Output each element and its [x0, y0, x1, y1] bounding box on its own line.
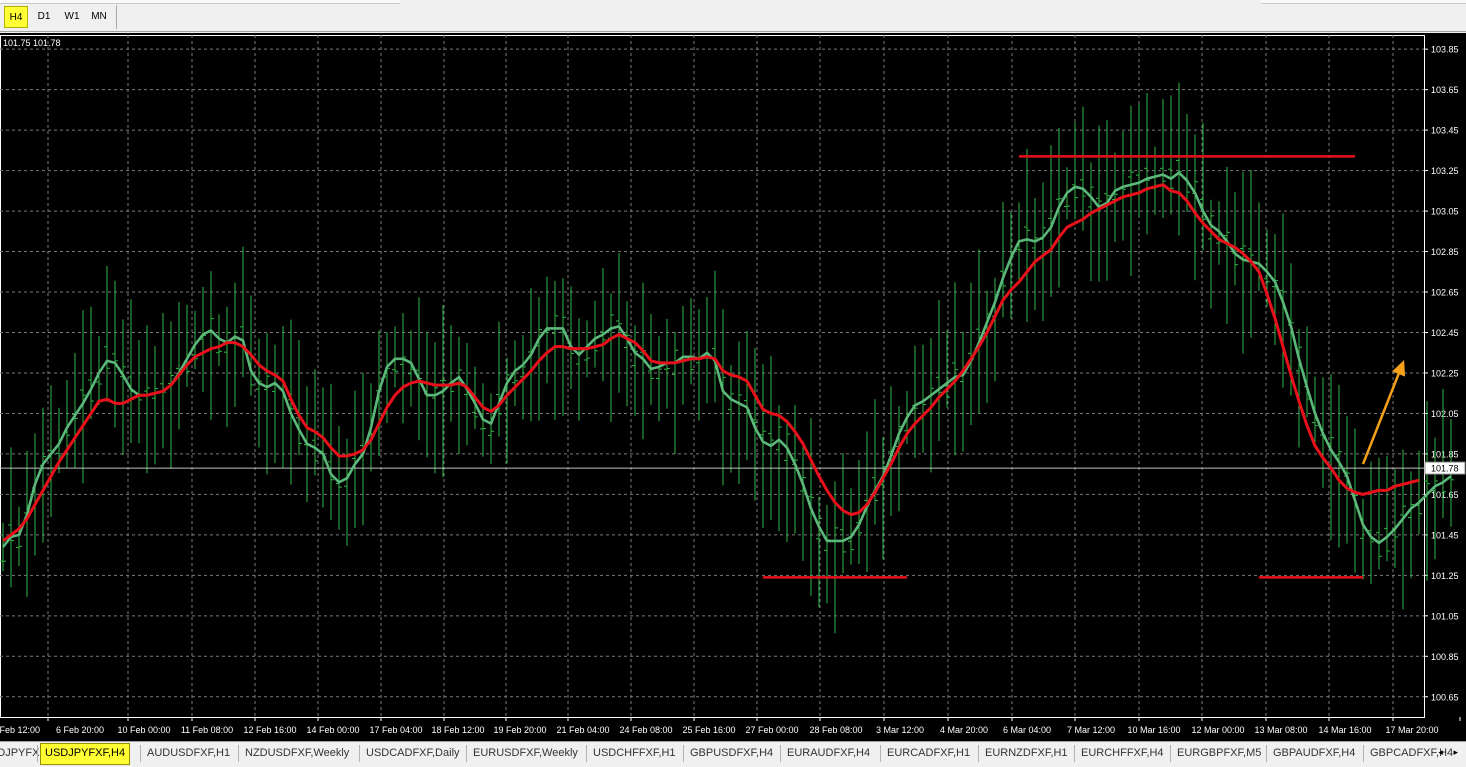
- timeframe-button-h4[interactable]: H4: [4, 6, 28, 28]
- x-tick-label: 10 Feb 00:00: [117, 725, 170, 735]
- y-tick-label: 101.05: [1431, 611, 1459, 621]
- x-tick-label: 7 Mar 12:00: [1067, 725, 1115, 735]
- scroll-right-icon[interactable]: ▸: [1453, 747, 1458, 757]
- symbol-tab-eurnzdfxf-h1[interactable]: EURNZDFXF,H1: [985, 747, 1068, 759]
- y-tick-label: 102.85: [1431, 247, 1459, 257]
- current-price-label: 101.78: [1431, 464, 1459, 474]
- y-tick-label: 102.65: [1431, 288, 1459, 298]
- y-tick-label: 100.65: [1431, 692, 1459, 702]
- tab-separator: [37, 745, 38, 762]
- x-tick-label: 17 Mar 20:00: [1385, 725, 1438, 735]
- timeframe-button-mn[interactable]: MN: [91, 11, 107, 22]
- scroll-left-icon[interactable]: ◂: [1438, 747, 1443, 757]
- y-tick-label: 100.85: [1431, 652, 1459, 662]
- x-tick-label: 18 Feb 12:00: [431, 725, 484, 735]
- x-tick-label: 4 Mar 20:00: [940, 725, 988, 735]
- toolbar-strip-left: [0, 0, 400, 4]
- fast-ma-line: [1, 171, 1452, 548]
- symbol-tab-euraudfxf-h4[interactable]: EURAUDFXF,H4: [787, 747, 871, 759]
- y-tick-label: 103.05: [1431, 207, 1459, 217]
- plot-border: [0, 35, 1425, 718]
- tab-separator: [238, 745, 239, 762]
- x-tick-label: 13 Mar 08:00: [1254, 725, 1307, 735]
- tab-separator: [1266, 745, 1267, 762]
- symbol-tab-gbpaudfxf-h4[interactable]: GBPAUDFXF,H4: [1273, 747, 1356, 759]
- x-tick-label: 14 Feb 00:00: [306, 725, 359, 735]
- x-tick-label: 17 Feb 04:00: [369, 725, 422, 735]
- slow-ma-line: [2, 183, 1420, 543]
- y-tick-label: 102.25: [1431, 368, 1459, 378]
- y-tick-label: 101.85: [1431, 449, 1459, 459]
- symbol-tab-nzdusdfxf-weekly[interactable]: NZDUSDFXF,Weekly: [245, 747, 350, 759]
- timeframe-button-w1[interactable]: W1: [64, 11, 80, 22]
- drawn-arrow: [1361, 362, 1405, 465]
- symbol-tab-gbpusdfxf-h4[interactable]: GBPUSDFXF,H4: [690, 747, 774, 759]
- x-tick-label: 25 Feb 16:00: [682, 725, 735, 735]
- tab-separator: [466, 745, 467, 762]
- x-tick-label: 24 Feb 08:00: [619, 725, 672, 735]
- arrow-head-icon: [1392, 360, 1406, 377]
- symbol-tab-gbpcadfxf-h4[interactable]: GBPCADFXF,H4: [1370, 747, 1454, 759]
- tab-separator: [140, 745, 141, 762]
- symbol-tab-usdcadfxf-daily[interactable]: USDCADFXF,Daily: [366, 747, 460, 759]
- tab-separator: [1074, 745, 1075, 762]
- y-tick-label: 101.45: [1431, 530, 1459, 540]
- symbol-tab-eurgbpfxf-m5[interactable]: EURGBPFXF,M5: [1177, 747, 1262, 759]
- symbol-tab-bar: AUDJPYFXF,H4USDJPYFXF,H4AUDUSDFXF,H1NZDU…: [0, 741, 1466, 767]
- tab-separator: [1363, 745, 1364, 762]
- tab-scroll-arrows: ◂ ▸: [1430, 747, 1458, 758]
- x-tick-label: 12 Feb 16:00: [243, 725, 296, 735]
- y-tick-label: 103.45: [1431, 126, 1459, 136]
- tab-separator: [880, 745, 881, 762]
- x-tick-label: 14 Mar 16:00: [1318, 725, 1371, 735]
- symbol-tab-eurchffxf-h4[interactable]: EURCHFFXF,H4: [1081, 747, 1164, 759]
- symbol-tab-usdchffxf-h1[interactable]: USDCHFFXF,H1: [593, 747, 676, 759]
- y-tick-label: 101.25: [1431, 571, 1459, 581]
- y-tick-label: 101.65: [1431, 490, 1459, 500]
- symbol-tab-usdjpyfxf-h4[interactable]: USDJPYFXF,H4: [40, 743, 131, 765]
- y-tick-label: 103.85: [1431, 45, 1459, 55]
- x-tick-label: 6 Feb 20:00: [56, 725, 104, 735]
- y-tick-label: 102.45: [1431, 328, 1459, 338]
- x-tick-label: 3 Mar 12:00: [876, 725, 924, 735]
- tab-separator: [683, 745, 684, 762]
- x-tick-label: 12 Mar 00:00: [1191, 725, 1244, 735]
- x-tick-label: 28 Feb 08:00: [809, 725, 862, 735]
- chart-area[interactable]: 103.85 103.65 103.45 103.25 103.05 102.85 102.…: [0, 33, 1466, 741]
- timeframe-button-d1[interactable]: D1: [37, 11, 51, 22]
- tab-separator: [586, 745, 587, 762]
- toolbar-strip-right: [1261, 0, 1466, 4]
- tab-separator: [780, 745, 781, 762]
- y-tick-label: 103.65: [1431, 85, 1459, 95]
- x-tick-label: 27 Feb 00:00: [745, 725, 798, 735]
- x-tick-label: 6 Mar 04:00: [1003, 725, 1051, 735]
- price-chart[interactable]: 103.85 103.65 103.45 103.25 103.05 102.85 102.…: [0, 33, 1466, 741]
- y-tick-label: 103.25: [1431, 166, 1459, 176]
- ohlc-readout: 101.75 101.78: [3, 38, 61, 48]
- y-tick-label: 102.05: [1431, 409, 1459, 419]
- x-tick-label: 19 Feb 20:00: [493, 725, 546, 735]
- x-tick-label: 11 Feb 08:00: [181, 725, 233, 735]
- symbol-tab-eurcadfxf-h1[interactable]: EURCADFXF,H1: [887, 747, 971, 759]
- toolbar-separator: [116, 5, 117, 29]
- timeframe-toolbar: H4 D1 W1 MN: [0, 0, 1466, 32]
- current-price-tag: [1424, 461, 1466, 475]
- x-tick-label: 21 Feb 04:00: [556, 725, 609, 735]
- tab-separator: [359, 745, 360, 762]
- x-tick-label: 10 Mar 16:00: [1127, 725, 1180, 735]
- tab-separator: [978, 745, 979, 762]
- x-tick-label: 5 Feb 12:00: [0, 725, 40, 735]
- symbol-tab-eurusdfxf-weekly[interactable]: EURUSDFXF,Weekly: [473, 747, 578, 759]
- tab-separator: [1170, 745, 1171, 762]
- symbol-tab-audusdfxf-h1[interactable]: AUDUSDFXF,H1: [147, 747, 231, 759]
